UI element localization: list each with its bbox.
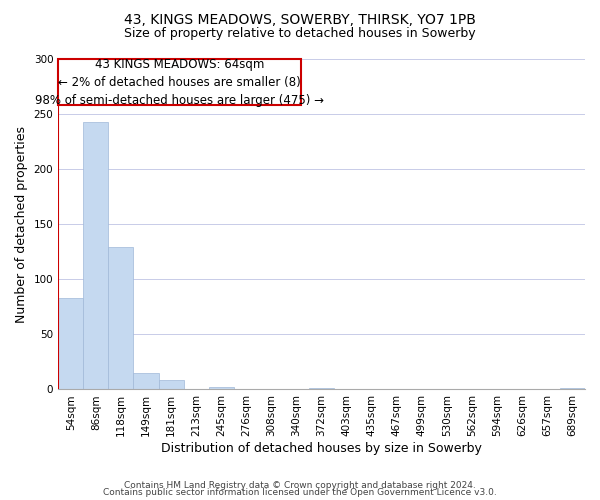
Bar [309,388,334,390]
Bar [83,122,109,390]
Text: 43, KINGS MEADOWS, SOWERBY, THIRSK, YO7 1PB: 43, KINGS MEADOWS, SOWERBY, THIRSK, YO7 … [124,12,476,26]
Bar [109,248,133,390]
Bar [133,373,158,390]
Text: Size of property relative to detached houses in Sowerby: Size of property relative to detached ho… [124,28,476,40]
Bar [58,298,83,390]
Bar [158,380,184,390]
Text: Contains public sector information licensed under the Open Government Licence v3: Contains public sector information licen… [103,488,497,497]
X-axis label: Distribution of detached houses by size in Sowerby: Distribution of detached houses by size … [161,442,482,455]
Text: 43 KINGS MEADOWS: 64sqm
← 2% of detached houses are smaller (8)
98% of semi-deta: 43 KINGS MEADOWS: 64sqm ← 2% of detached… [35,58,324,106]
Text: Contains HM Land Registry data © Crown copyright and database right 2024.: Contains HM Land Registry data © Crown c… [124,480,476,490]
Bar [560,388,585,390]
Y-axis label: Number of detached properties: Number of detached properties [15,126,28,322]
Bar [209,388,234,390]
